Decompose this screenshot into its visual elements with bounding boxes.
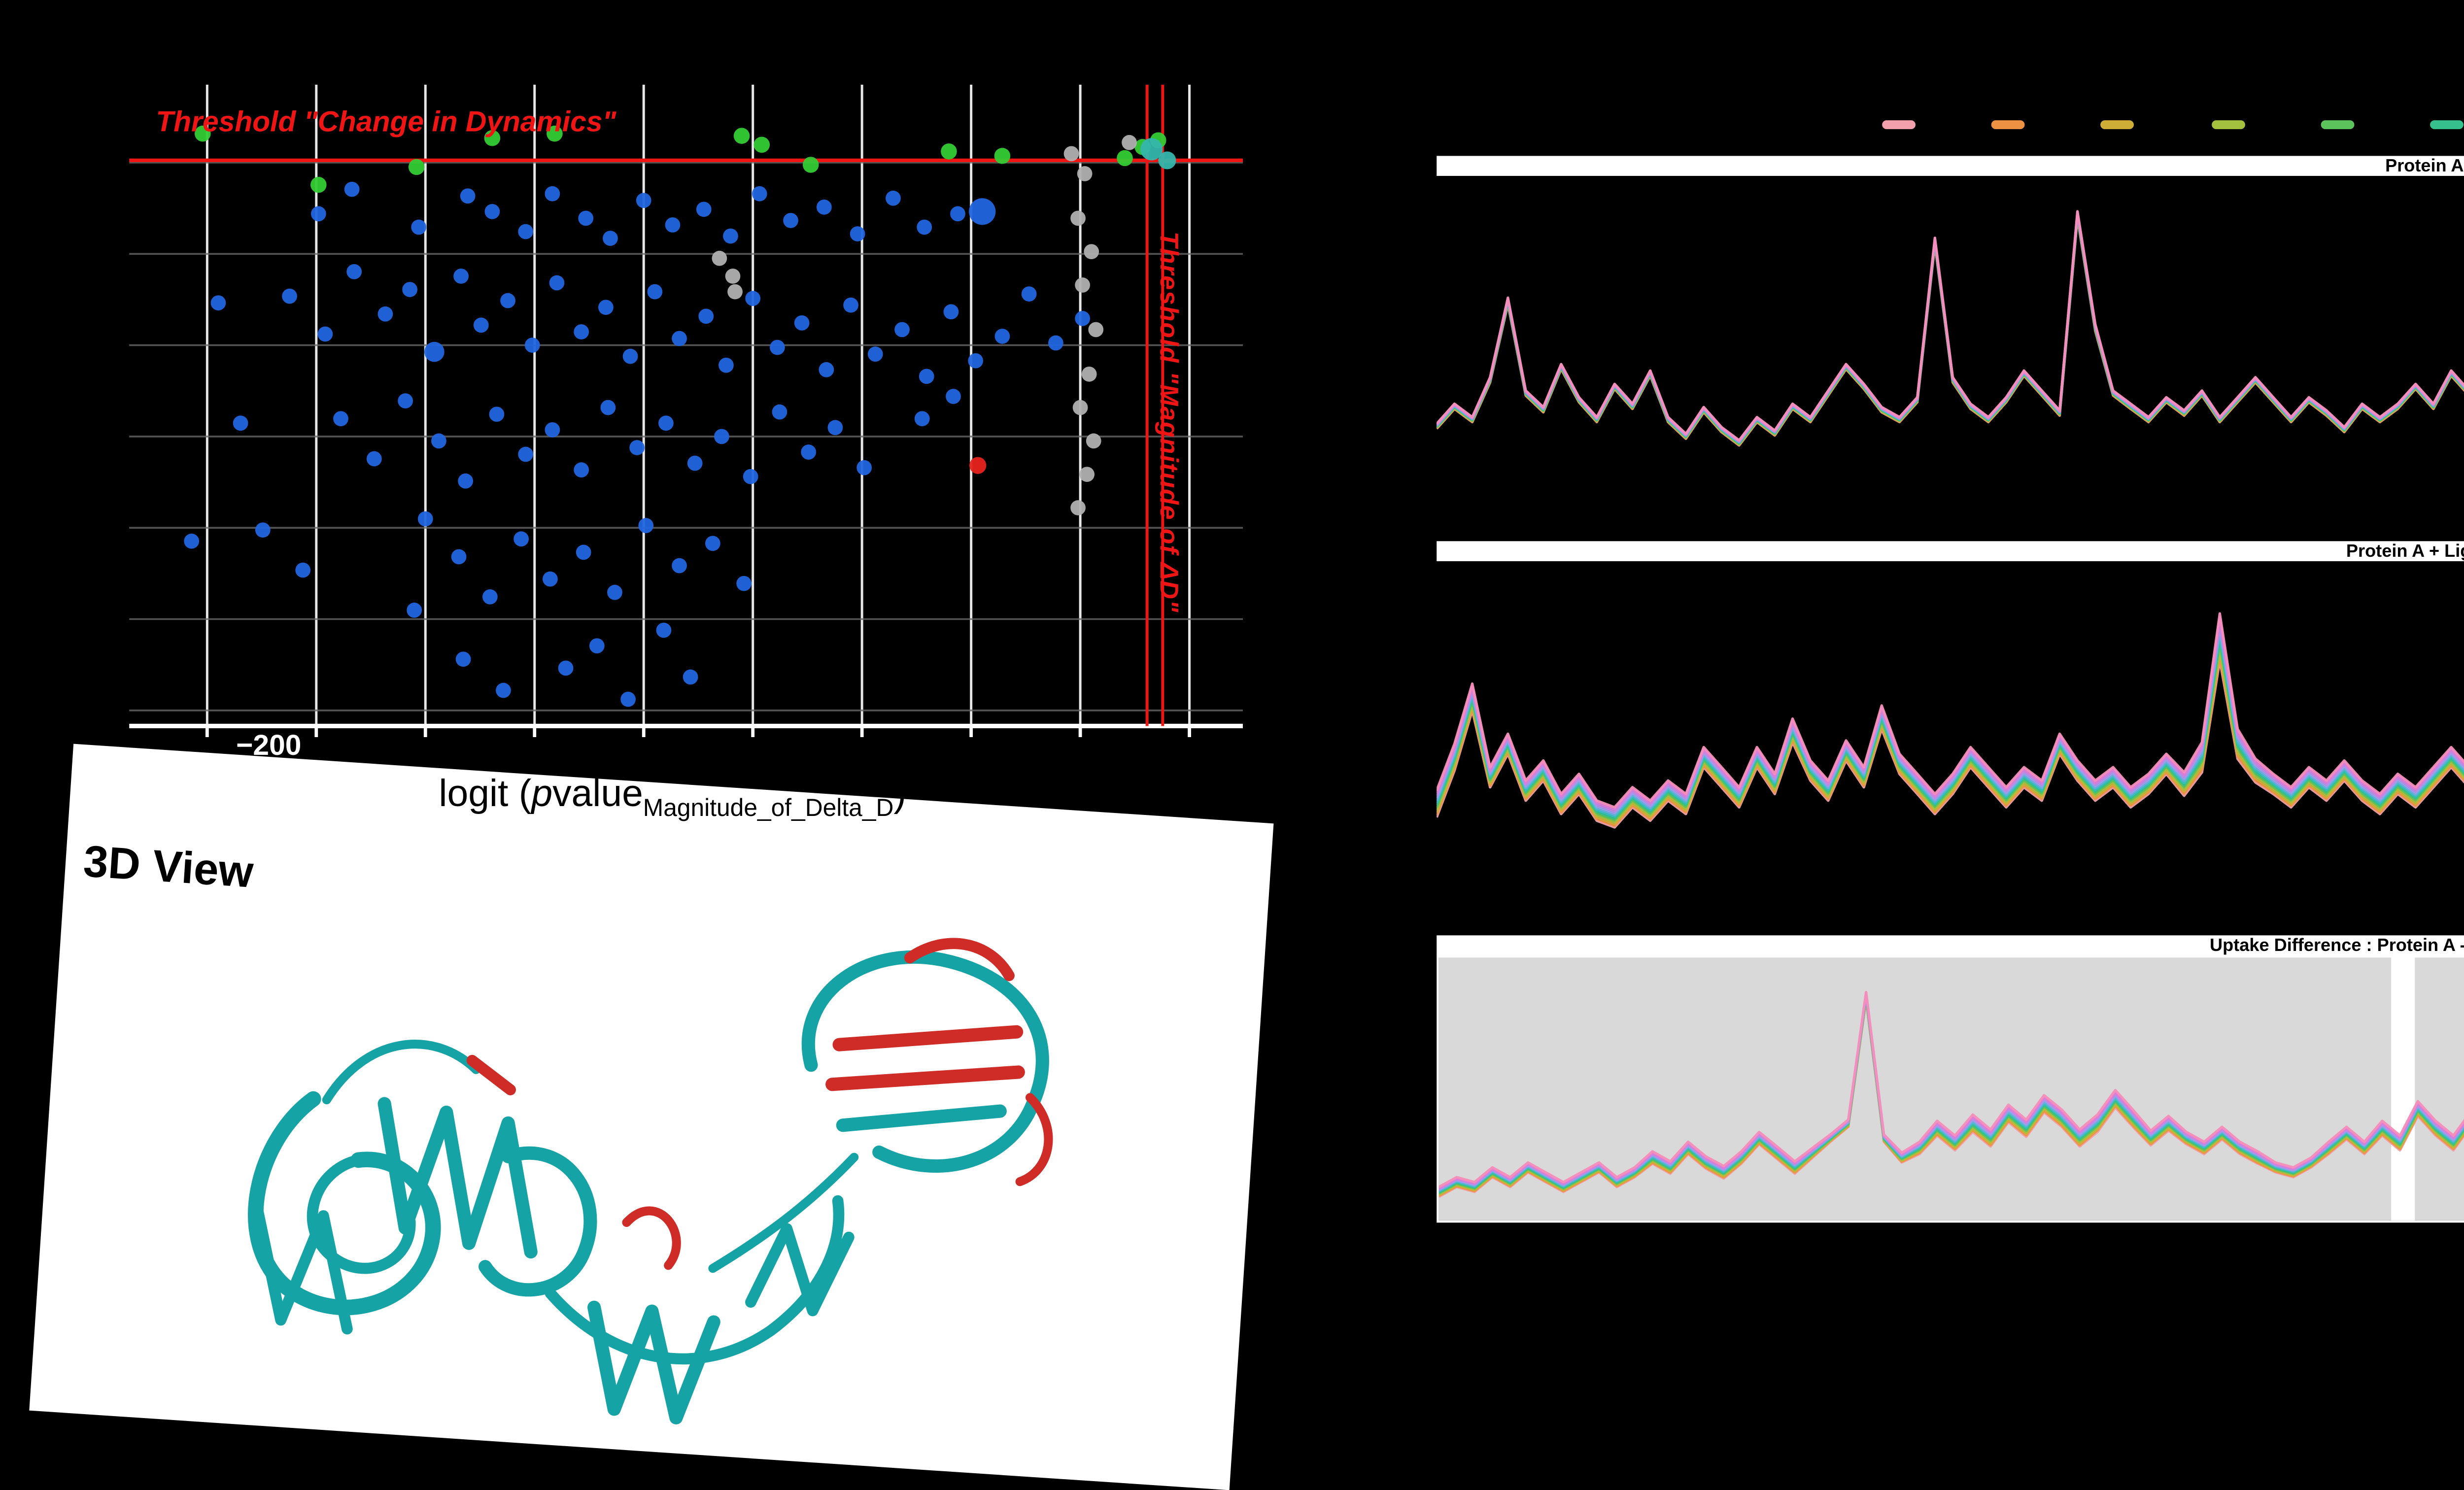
protein-ribbon-svg[interactable] — [29, 744, 1273, 1490]
panel-title: Uptake Difference : Protein A - (Protein… — [2209, 935, 2464, 955]
app-canvas: Threshold "Change in Dynamics" Threshold… — [29, 84, 2464, 1490]
x-axis-label-subscript: Magnitude_of_Delta_D — [643, 796, 894, 823]
uptake-difference-chart[interactable] — [1437, 955, 2464, 1223]
x-axis-label-value: value — [552, 773, 643, 815]
legend-dash-icon[interactable] — [2101, 119, 2135, 128]
legend-dash-icon[interactable] — [2430, 119, 2464, 128]
legend-dash-icon[interactable] — [1882, 119, 1916, 128]
legend-dash-icon[interactable] — [2210, 119, 2244, 128]
panel-title: Protein A — [2385, 156, 2464, 176]
threshold-change-in-dynamics-label: Threshold "Change in Dynamics" — [156, 104, 616, 138]
legend-dash-icon[interactable] — [1991, 119, 2025, 128]
x-axis-label-suffix: ) — [893, 773, 907, 815]
uptake-chart-protein-a[interactable] — [1437, 176, 2464, 526]
x-axis-label: logit (pvalueMagnitude_of_Delta_D) — [439, 773, 906, 822]
legend-dash-icon[interactable] — [2320, 119, 2354, 128]
threshold-magnitude-label: Threshold "Magnitude of ΔD" — [1154, 232, 1181, 613]
x-axis-label-p: p — [531, 773, 553, 815]
x-axis-label-prefix: logit ( — [439, 773, 532, 815]
series-legend[interactable] — [1882, 118, 2464, 130]
volcano-plot-svg[interactable] — [129, 84, 1243, 744]
panel-title: Protein A + Ligand — [2346, 541, 2464, 561]
uptake-chart-protein-a-ligand[interactable] — [1437, 561, 2464, 914]
panel-title-strip-protein-a: Protein A — [1437, 156, 2464, 176]
panel-title-strip-protein-a-ligand: Protein A + Ligand — [1437, 541, 2464, 561]
panel-title-strip-uptake-difference: Uptake Difference : Protein A - (Protein… — [1437, 935, 2464, 955]
view3d-card: 3D View — [29, 744, 1274, 1490]
